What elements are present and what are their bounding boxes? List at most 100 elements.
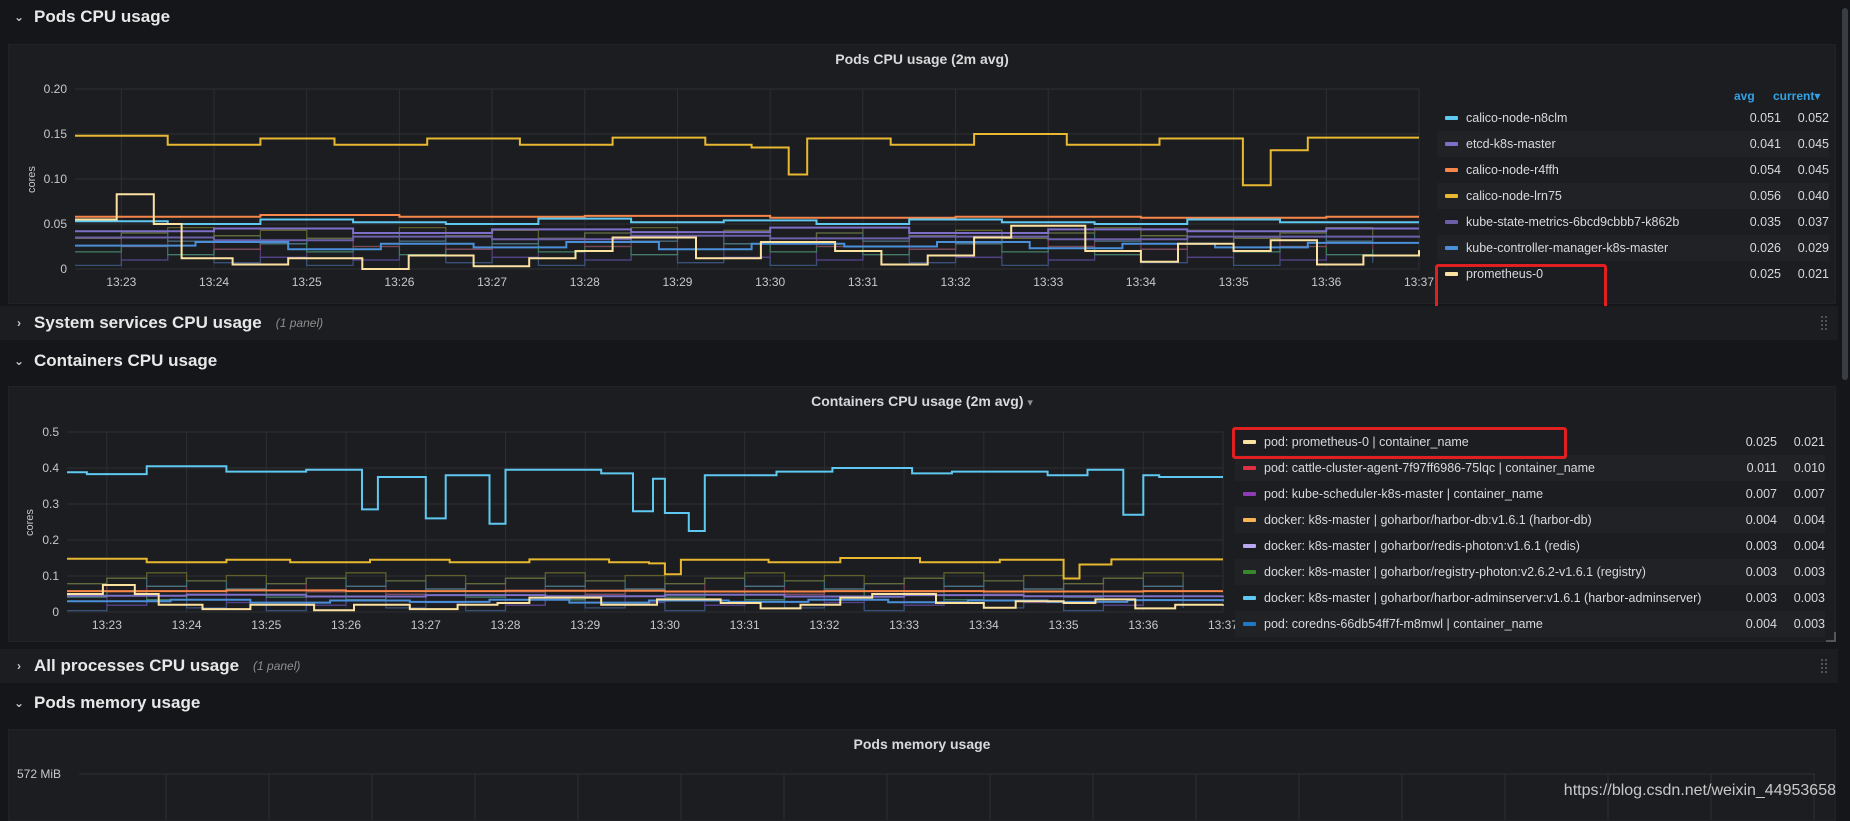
legend-color-swatch[interactable] [1243,596,1256,600]
series-line[interactable] [75,217,1419,225]
x-tick-label: 13:34 [1126,275,1156,289]
legend-current-header[interactable]: current▾ [1773,89,1821,103]
series-line[interactable] [75,226,1419,234]
row-title: Containers CPU usage [34,351,218,370]
y-tick-label: 0.4 [42,461,59,475]
series-line[interactable] [75,193,1420,270]
dropdown-caret-icon[interactable]: ▾ [1027,397,1033,409]
x-tick-label: 13:35 [1219,275,1249,289]
legend-color-swatch[interactable] [1445,220,1458,224]
legend-avg-header[interactable]: avg [1734,89,1755,103]
legend-item[interactable]: pod: prometheus-0 | container_name 0.025 0… [1235,429,1825,455]
series-line[interactable] [75,133,1419,187]
x-tick-label: 13:31 [730,618,760,632]
row-system-services[interactable]: › System services CPU usage (1 panel) [0,306,1838,340]
legend-item[interactable]: docker: k8s-master | goharbor/harbor-adm… [1235,585,1825,611]
row-title: All processes CPU usage [34,656,240,675]
resize-handle-icon[interactable] [1826,632,1836,642]
x-tick-label: 13:28 [490,618,520,632]
drag-handle-icon[interactable] [1820,658,1828,674]
row-pods-cpu[interactable]: ⌄ Pods CPU usage [0,0,1838,34]
legend-series-name[interactable]: docker: k8s-master | goharbor/redis-phot… [1264,539,1580,553]
panel-title[interactable]: Pods memory usage [853,736,991,752]
series-line[interactable] [67,465,1223,532]
chevron-right-icon[interactable]: › [17,316,21,330]
row-containers-cpu[interactable]: ⌄ Containers CPU usage [0,344,1838,378]
chevron-down-icon[interactable]: ⌄ [13,10,25,24]
legend-series-name[interactable]: kube-controller-manager-k8s-master [1466,241,1669,255]
y-tick-label: 572 MiB [17,767,61,781]
legend-item[interactable]: pod: cattle-cluster-agent-7f97ff6986-75l… [1235,455,1825,481]
page-scrollbar[interactable] [1840,0,1850,806]
legend-series-name[interactable]: prometheus-0 [1466,267,1544,281]
legend-color-swatch[interactable] [1243,440,1256,444]
y-tick-label: 0.10 [44,172,68,186]
legend-color-swatch[interactable] [1243,544,1256,548]
legend-current-value: 0.003 [1793,591,1825,605]
legend-color-swatch[interactable] [1445,168,1458,172]
legend-item[interactable]: docker: k8s-master | goharbor/registry-p… [1235,559,1825,585]
legend-color-swatch[interactable] [1243,466,1256,470]
pods-memory-chart[interactable]: 572 MiB [9,730,1835,820]
legend-series-name[interactable]: kube-state-metrics-6bcd9cbbb7-k862b [1466,215,1680,229]
row-title: Pods CPU usage [34,7,171,26]
series-line[interactable] [75,214,1419,219]
legend-item[interactable]: pod: coredns-66db54ff7f-m8mwl | containe… [1235,611,1825,637]
containers-cpu-chart[interactable]: 0 0.1 0.2 0.3 0.4 0.5 13:23 13:24 13:25 13:26 13:2… [9,387,1241,641]
legend-color-swatch[interactable] [1445,194,1458,198]
y-axis-label: cores [24,509,36,536]
panel-title[interactable]: Pods CPU usage (2m avg) [835,51,1009,67]
series-line[interactable] [75,234,1420,242]
legend-series-name[interactable]: docker: k8s-master | goharbor/harbor-db:… [1264,513,1592,527]
series-line[interactable] [75,241,1419,251]
legend-color-swatch[interactable] [1445,142,1458,146]
legend-series-name[interactable]: pod: kube-scheduler-k8s-master | contain… [1264,487,1544,501]
legend-item[interactable]: kube-controller-manager-k8s-master 0.026 0… [1437,235,1829,261]
legend-item[interactable]: calico-node-n8clm 0.051 0.052 [1437,105,1829,131]
legend-series-name[interactable]: pod: coredns-66db54ff7f-m8mwl | containe… [1264,617,1543,631]
legend-avg-value: 0.004 [1745,617,1777,631]
legend-color-swatch[interactable] [1243,492,1256,496]
x-tick-label: 13:25 [292,275,322,289]
series-line[interactable] [67,593,1224,598]
scrollbar-thumb[interactable] [1842,8,1848,380]
legend-item[interactable]: calico-node-lrn75 0.056 0.040 [1437,183,1829,209]
legend-series-name[interactable]: pod: cattle-cluster-agent-7f97ff6986-75l… [1264,461,1595,475]
legend-series-name[interactable]: docker: k8s-master | goharbor/harbor-adm… [1264,591,1702,605]
series-line[interactable] [67,557,1223,580]
chevron-down-icon[interactable]: ⌄ [13,354,25,368]
legend-series-name[interactable]: pod: prometheus-0 | container_name [1264,435,1469,449]
red-highlight-box [1232,427,1567,459]
legend-item[interactable]: calico-node-r4ffh 0.054 0.045 [1437,157,1829,183]
series-line-minor [67,572,1184,585]
drag-handle-icon[interactable] [1820,315,1828,331]
panel-title[interactable]: Containers CPU usage (2m avg) ▾ [811,393,1033,409]
legend-avg-value: 0.011 [1746,461,1777,475]
legend-color-swatch[interactable] [1445,246,1458,250]
legend-series-name[interactable]: etcd-k8s-master [1466,137,1556,151]
legend-series-name[interactable]: calico-node-r4ffh [1466,163,1559,177]
legend-series-name[interactable]: calico-node-n8clm [1466,111,1568,125]
legend-item[interactable]: kube-state-metrics-6bcd9cbbb7-k862b 0.035… [1437,209,1829,235]
legend-item[interactable]: docker: k8s-master | goharbor/redis-phot… [1235,533,1825,559]
chevron-right-icon[interactable]: › [17,659,21,673]
legend-series-name[interactable]: calico-node-lrn75 [1466,189,1562,203]
legend-series-name[interactable]: docker: k8s-master | goharbor/registry-p… [1264,565,1646,579]
legend-item[interactable]: docker: k8s-master | goharbor/harbor-db:… [1235,507,1825,533]
legend-item[interactable]: etcd-k8s-master 0.041 0.045 [1437,131,1829,157]
x-tick-label: 13:30 [650,618,680,632]
y-tick-label: 0.3 [42,497,59,511]
legend-color-swatch[interactable] [1243,622,1256,626]
legend-color-swatch[interactable] [1445,272,1458,276]
legend-item[interactable]: pod: kube-scheduler-k8s-master | contain… [1235,481,1825,507]
series-line[interactable] [67,584,1224,612]
legend-color-swatch[interactable] [1445,116,1458,120]
legend-color-swatch[interactable] [1243,518,1256,522]
legend-color-swatch[interactable] [1243,570,1256,574]
pods-cpu-chart[interactable]: 0 0.05 0.10 0.15 0.20 13:23 13:24 13:25 13:26 13:… [9,45,1439,303]
row-all-processes[interactable]: › All processes CPU usage (1 panel) [0,649,1838,683]
series-line[interactable] [67,589,1223,593]
legend-item[interactable]: prometheus-0 0.025 0.021 [1437,261,1829,287]
row-pods-memory[interactable]: ⌄ Pods memory usage [0,686,1838,720]
chevron-down-icon[interactable]: ⌄ [13,696,25,710]
